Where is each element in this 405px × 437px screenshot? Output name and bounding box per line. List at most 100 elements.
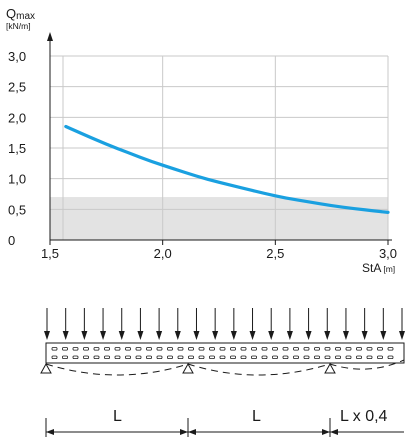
perforation-slot xyxy=(177,355,184,359)
perforation-slot xyxy=(177,347,184,351)
support-1 xyxy=(40,362,52,374)
x-tick-label-1: 2,0 xyxy=(154,246,172,261)
perforation-slot xyxy=(282,355,289,359)
grid-lines xyxy=(50,55,389,240)
perforation-slot xyxy=(188,355,194,359)
perforation-slot xyxy=(135,355,142,359)
perforation-slot xyxy=(146,347,152,351)
span-label-2: L xyxy=(252,408,261,425)
y-tick-label-2: 1,0 xyxy=(8,172,26,187)
perforation-slot xyxy=(377,347,383,351)
perforation-slot xyxy=(51,347,58,351)
perforation-slot xyxy=(251,355,257,359)
load-arrow-head-1 xyxy=(62,331,69,340)
perforation-slot xyxy=(62,347,68,351)
perforation-slot xyxy=(335,355,341,359)
perforation-slot xyxy=(282,347,289,351)
distributed-load-arrows xyxy=(44,308,405,340)
load-arrow-head-14 xyxy=(305,331,312,340)
perforation-slot xyxy=(198,347,205,351)
load-arrow-head-4 xyxy=(118,331,125,340)
perforation-slot xyxy=(261,355,268,359)
dimension-arrow-3a xyxy=(330,429,338,435)
x-axis-unit: [m] xyxy=(383,264,395,274)
deflection-curve xyxy=(45,359,405,376)
series-line xyxy=(64,124,390,214)
load-arrow-head-8 xyxy=(193,331,200,340)
span-label-3: L x 0,4 xyxy=(340,408,388,425)
load-arrow-head-10 xyxy=(230,331,237,340)
shaded-band xyxy=(50,197,388,240)
support-3 xyxy=(324,362,336,374)
perforation-slot xyxy=(324,347,331,351)
perforation-slot xyxy=(83,355,89,359)
beam-profile xyxy=(45,342,405,364)
dimension-lines xyxy=(45,418,404,437)
load-arrow-head-5 xyxy=(137,331,144,340)
dimension-arrow-2a xyxy=(188,429,196,435)
x-tick-label-3: 3,0 xyxy=(379,246,397,261)
perforation-slot xyxy=(345,347,352,351)
load-arrow-head-0 xyxy=(44,331,50,340)
y-tick-label-0: 0 xyxy=(8,233,15,248)
load-arrow-head-17 xyxy=(361,331,368,340)
perforation-slot xyxy=(356,347,362,351)
perforation-slot xyxy=(114,355,121,359)
perforation-slot xyxy=(293,355,299,359)
x-tick-label-0: 1,5 xyxy=(41,246,59,261)
axes xyxy=(47,32,392,244)
perforation-slot xyxy=(156,347,163,351)
load-arrow-head-16 xyxy=(342,331,349,340)
perforation-slot xyxy=(209,347,215,351)
perforation-slot xyxy=(356,355,362,359)
perforation-slot xyxy=(251,347,257,351)
perforation-slot xyxy=(314,355,320,359)
x-tick-label-2: 2,5 xyxy=(266,246,284,261)
perforation-slot xyxy=(72,355,79,359)
perforation-slot xyxy=(240,347,247,351)
load-arrow-head-15 xyxy=(324,331,331,340)
load-arrow-head-2 xyxy=(81,331,88,340)
load-arrow-head-11 xyxy=(249,331,256,340)
perforation-slot xyxy=(51,355,58,359)
perforation-slot xyxy=(62,355,68,359)
perforation-slot xyxy=(387,355,394,359)
y-axis-subscript: max xyxy=(16,11,35,22)
perforation-slot xyxy=(104,355,110,359)
perforation-slot xyxy=(335,347,341,351)
perforation-slot xyxy=(293,347,299,351)
perforation-slot xyxy=(377,355,383,359)
y-axis-title: Qmax xyxy=(6,6,35,22)
perforation-slot xyxy=(272,347,278,351)
y-axis-arrowhead xyxy=(47,32,53,41)
load-arrow-head-7 xyxy=(174,331,181,340)
perforation-slot xyxy=(167,347,173,351)
perforation-slot xyxy=(366,355,373,359)
load-arrow-head-9 xyxy=(212,331,219,340)
perforation-slot xyxy=(83,347,89,351)
load-arrow-head-19 xyxy=(399,331,405,340)
perforation-slot xyxy=(209,355,215,359)
dimension-arrow-1b xyxy=(180,429,188,435)
perforation-slot xyxy=(303,355,310,359)
perforation-slot xyxy=(188,347,194,351)
perforation-slot xyxy=(93,347,100,351)
perforation-slot xyxy=(230,347,236,351)
y-tick-label-3: 1,5 xyxy=(8,141,26,156)
dimension-arrow-1a xyxy=(46,429,54,435)
perforation-slot xyxy=(135,347,142,351)
span-label-1: L xyxy=(113,408,122,425)
x-axis-label: StA xyxy=(362,261,381,275)
perforation-slot xyxy=(240,355,247,359)
load-arrow-head-13 xyxy=(286,331,293,340)
perforation-slot xyxy=(366,347,373,351)
perforation-slot xyxy=(272,355,278,359)
perforation-slot xyxy=(345,355,352,359)
y-axis-symbol: Q xyxy=(6,6,16,21)
perforation-slot xyxy=(198,355,205,359)
perforation-slot xyxy=(219,347,226,351)
beam-perforations xyxy=(51,347,394,359)
load-arrow-head-12 xyxy=(268,331,275,340)
y-tick-label-1: 0,5 xyxy=(8,202,26,217)
x-axis-title: StA [m] xyxy=(362,261,395,275)
